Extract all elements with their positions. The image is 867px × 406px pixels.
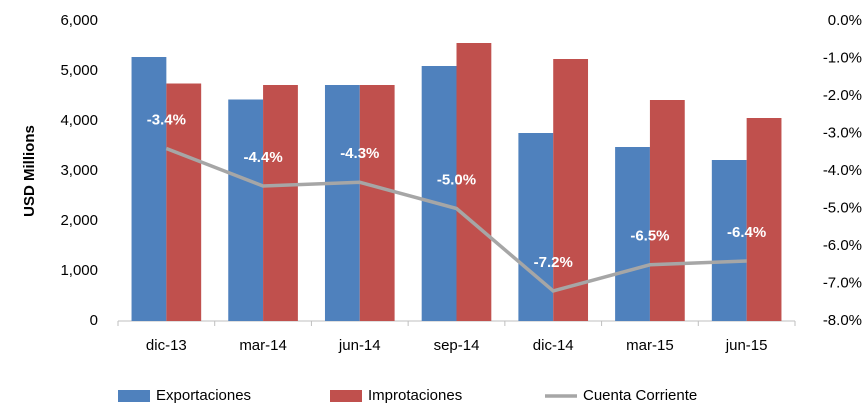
bar (649, 100, 685, 321)
x-tick-label: dic-13 (146, 337, 187, 354)
y2-tick-label: -5.0% (823, 199, 862, 216)
y2-tick-label: -3.0% (823, 124, 862, 141)
bar (263, 85, 298, 321)
y2-tick-label: -8.0% (823, 312, 862, 329)
bar (228, 99, 264, 321)
bar (456, 43, 492, 321)
y-axis-title: USD Millions (21, 125, 38, 217)
legend-swatch (118, 390, 150, 402)
y2-tick-label: -2.0% (823, 87, 862, 104)
y-tick-label: 1,000 (60, 262, 98, 279)
data-label: -4.4% (243, 149, 282, 166)
x-tick-label: mar-15 (626, 337, 674, 354)
y2-tick-label: -4.0% (823, 162, 862, 179)
bar (746, 118, 782, 321)
legend-swatch (330, 390, 362, 402)
data-label: -3.4% (147, 111, 186, 128)
legend-label: Improtaciones (368, 387, 462, 404)
y-tick-label: 2,000 (60, 212, 98, 229)
x-tick-label: mar-14 (239, 337, 287, 354)
x-tick-label: jun-14 (338, 337, 381, 354)
data-label: -5.0% (437, 171, 476, 188)
bar (359, 85, 395, 321)
y2-tick-label: 0.0% (828, 12, 862, 29)
y-tick-label: 6,000 (60, 12, 98, 29)
data-label: -7.2% (534, 254, 573, 271)
y2-tick-label: -6.0% (823, 237, 862, 254)
x-tick-label: jun-15 (725, 337, 768, 354)
y-tick-label: 0 (90, 312, 98, 329)
bar (324, 85, 360, 321)
line (165, 146, 747, 293)
bar (518, 133, 554, 321)
data-label: -4.3% (340, 145, 379, 162)
y-tick-label: 4,000 (60, 112, 98, 129)
y-tick-label: 3,000 (60, 162, 98, 179)
bar (421, 66, 457, 321)
bar (711, 160, 747, 321)
bar (131, 57, 167, 321)
y-tick-label: 5,000 (60, 62, 98, 79)
bar (553, 59, 589, 321)
x-tick-label: dic-14 (533, 337, 574, 354)
bar (615, 147, 650, 321)
bar (166, 83, 202, 321)
legend-label: Cuenta Corriente (583, 387, 697, 404)
legend-label: Exportaciones (156, 387, 251, 404)
y2-tick-label: -7.0% (823, 274, 862, 291)
data-label: -6.5% (630, 228, 669, 245)
data-label: -6.4% (727, 224, 766, 241)
y2-tick-label: -1.0% (823, 49, 862, 66)
x-tick-label: sep-14 (434, 337, 480, 354)
